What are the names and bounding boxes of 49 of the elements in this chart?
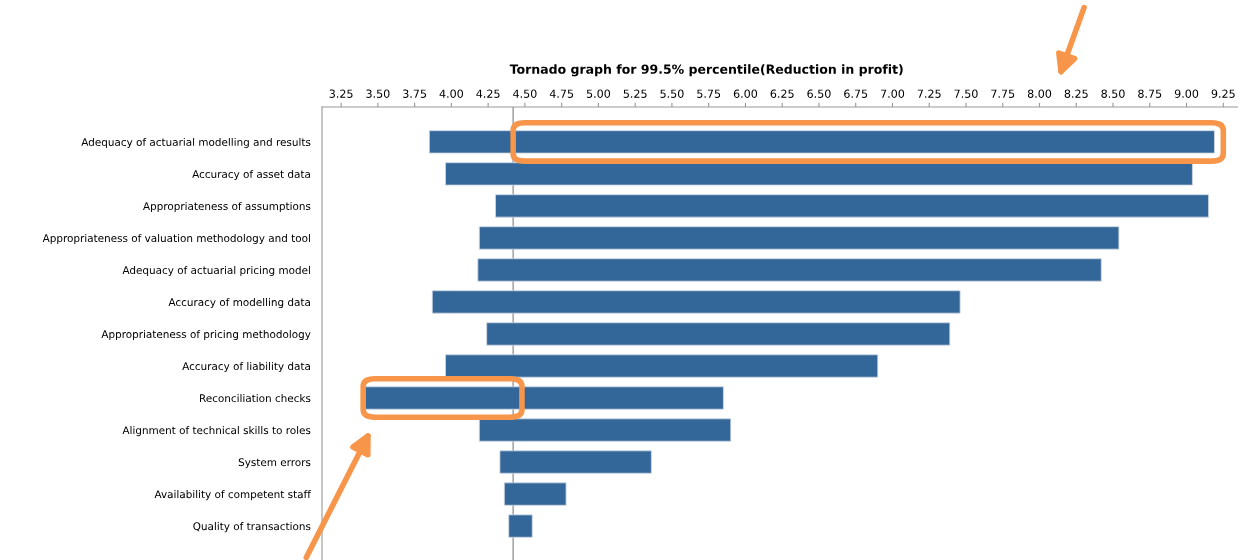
bar — [486, 322, 951, 346]
bar — [499, 450, 652, 474]
y-tick-label: Quality of transactions — [193, 522, 311, 533]
bar — [503, 482, 567, 506]
x-tick-label: 3.75 — [403, 89, 427, 98]
y-tick-label: Appropriateness of valuation methodology and tool — [42, 233, 310, 245]
x-tick-label: 8.00 — [1027, 89, 1052, 98]
x-tick-label: 4.50 — [513, 89, 537, 98]
x-tick-label: 8.75 — [1138, 89, 1162, 98]
bar — [431, 290, 961, 314]
x-tick-label: 6.50 — [807, 89, 831, 98]
x-tick-label: 7.25 — [917, 89, 941, 98]
y-tick-label: Accuracy of liability data — [182, 362, 310, 373]
x-tick-label: 5.25 — [623, 89, 647, 98]
y-tick-label: Adequacy of actuarial modelling and results — [81, 137, 311, 149]
x-tick-label: 4.00 — [439, 89, 464, 98]
bar — [508, 514, 533, 538]
x-tick-label: 8.50 — [1101, 89, 1125, 98]
bar — [478, 226, 1120, 250]
x-tick-label: 4.75 — [549, 89, 574, 98]
y-tick-label: Adequacy of actuarial pricing model — [122, 265, 310, 277]
x-tick-label: 6.25 — [770, 89, 794, 98]
x-tick-label: 9.00 — [1174, 89, 1199, 98]
x-tick-label: 5.00 — [586, 89, 611, 98]
y-tick-label: System errors — [238, 458, 311, 469]
x-tick-label: 9.25 — [1211, 89, 1235, 98]
x-tick-label: 6.75 — [844, 89, 868, 98]
x-tick-label: 5.75 — [697, 89, 721, 98]
x-tick-label: 3.25 — [329, 89, 353, 98]
x-tick-label: 7.75 — [991, 89, 1015, 98]
x-tick-label: 5.50 — [660, 89, 684, 98]
bar — [478, 418, 732, 442]
y-tick-label: Appropriateness of pricing methodology — [101, 330, 311, 341]
bar — [445, 354, 879, 378]
y-tick-label: Availability of competent staff — [154, 490, 312, 501]
y-tick-label: Accuracy of asset data — [192, 169, 310, 181]
x-tick-label: 8.25 — [1064, 89, 1088, 98]
x-tick-label: 6.00 — [733, 89, 758, 98]
y-tick-label: Alignment of technical skills to roles — [122, 426, 311, 437]
chart-title: Tornado graph for 99.5% percentile(Reduction in profit) — [509, 64, 903, 77]
x-tick-label: 7.50 — [954, 89, 978, 98]
x-tick-label: 7.00 — [881, 89, 905, 98]
y-tick-label: Accuracy of modelling data — [168, 298, 310, 309]
x-tick-label: 3.50 — [366, 89, 390, 98]
y-tick-label: Appropriateness of assumptions — [143, 201, 311, 213]
x-tick-label: 4.25 — [476, 89, 500, 98]
y-tick-label: Reconciliation checks — [200, 394, 311, 403]
bar — [477, 258, 1102, 282]
bar — [495, 194, 1210, 218]
